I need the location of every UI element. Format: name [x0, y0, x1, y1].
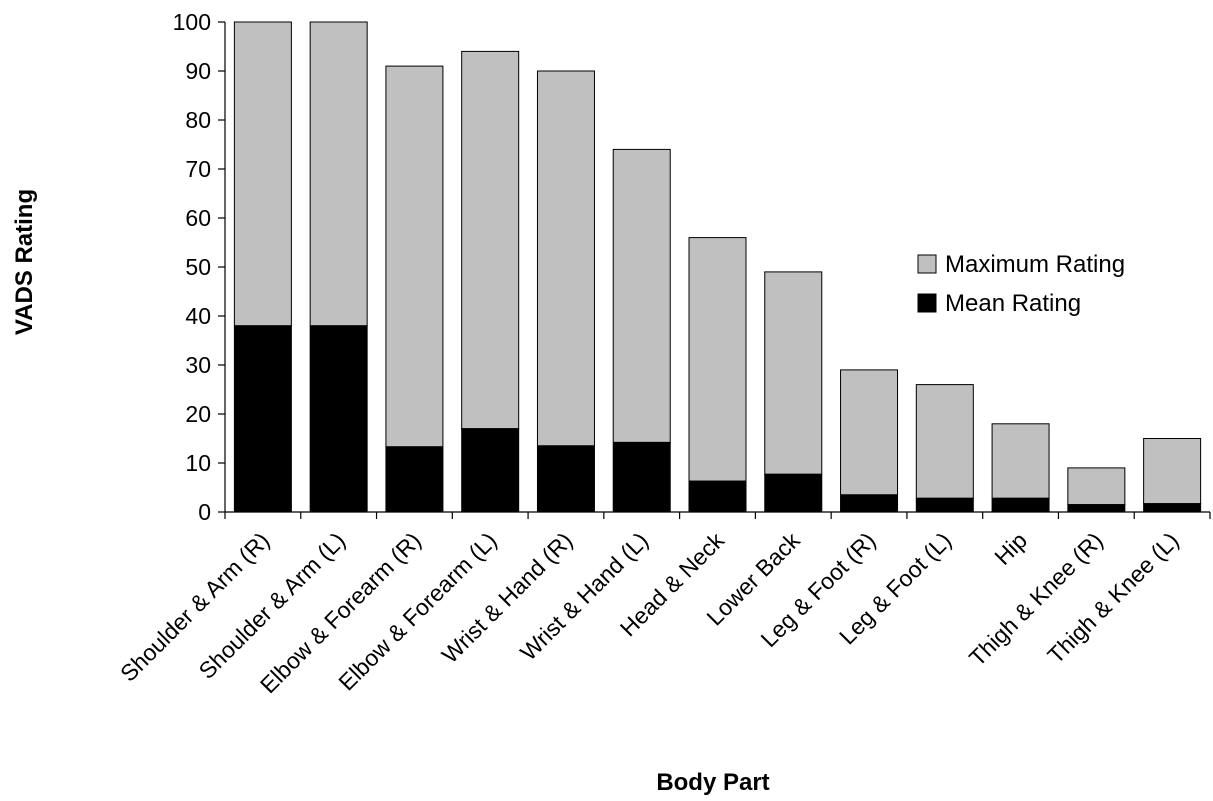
bar-mean-wrist-and-hand-r: [536, 445, 595, 513]
category-label-shoulder-and-arm-r: Shoulder & Arm (R): [115, 527, 274, 686]
legend-swatch-maximum-rating: [917, 254, 937, 274]
bar-mean-lower-back: [764, 473, 823, 513]
y-tick-label: 50: [185, 254, 211, 280]
bar-max-shoulder-and-arm-l: [309, 21, 368, 327]
legend-label-mean-rating: Mean Rating: [945, 290, 1081, 317]
y-tick-label: 0: [198, 499, 211, 525]
bar-mean-hip: [991, 497, 1050, 513]
bar-max-elbow-and-forearm-r: [385, 65, 444, 448]
bar-mean-elbow-and-forearm-l: [461, 428, 520, 513]
bar-max-shoulder-and-arm-r: [233, 21, 292, 327]
bar-max-thigh-and-knee-r: [1067, 467, 1126, 506]
bar-mean-thigh-and-knee-l: [1143, 503, 1202, 513]
bar-mean-leg-and-foot-l: [915, 497, 974, 513]
y-tick-label: 100: [173, 9, 211, 35]
category-label-thigh-and-knee-r: Thigh & Knee (R): [964, 527, 1108, 671]
bar-max-thigh-and-knee-l: [1143, 438, 1202, 505]
bar-max-leg-and-foot-r: [840, 369, 899, 496]
bar-max-hip: [991, 423, 1050, 499]
legend-swatch-mean-rating: [917, 293, 937, 313]
bar-max-wrist-and-hand-l: [612, 148, 671, 443]
y-tick-label: 90: [185, 58, 211, 84]
y-tick-label: 80: [185, 107, 211, 133]
bar-max-head-and-neck: [688, 237, 747, 482]
bar-max-elbow-and-forearm-l: [461, 50, 520, 430]
category-label-thigh-and-knee-l: Thigh & Knee (L): [1042, 527, 1183, 668]
bar-max-leg-and-foot-l: [915, 384, 974, 499]
bar-max-wrist-and-hand-r: [536, 70, 595, 447]
category-label-hip: Hip: [989, 527, 1032, 570]
ticks-layer: 0 10 20 30 40 50 60 70 80 90 100: [173, 9, 1211, 525]
category-label-shoulder-and-arm-l: Shoulder & Arm (L): [193, 527, 350, 684]
bar-mean-head-and-neck: [688, 480, 747, 513]
bar-mean-thigh-and-knee-r: [1067, 504, 1126, 513]
y-tick-label: 10: [185, 450, 211, 476]
legend-label-maximum-rating: Maximum Rating: [945, 251, 1125, 278]
legend: Maximum Rating Mean Rating: [917, 251, 1125, 317]
bar-mean-shoulder-and-arm-r: [233, 325, 292, 513]
x-axis-title: Body Part: [656, 769, 769, 796]
category-label-wrist-and-hand-r: Wrist & Hand (R): [437, 527, 578, 668]
y-tick-label: 70: [185, 156, 211, 182]
category-labels: Shoulder & Arm (R)Shoulder & Arm (L)Elbo…: [115, 527, 1184, 698]
y-tick-label: 60: [185, 205, 211, 231]
bar-max-lower-back: [764, 271, 823, 475]
y-tick-label: 20: [185, 401, 211, 427]
category-label-wrist-and-hand-l: Wrist & Hand (L): [515, 527, 653, 665]
bars-layer: [233, 21, 1202, 513]
y-tick-label: 40: [185, 303, 211, 329]
bar-mean-wrist-and-hand-l: [612, 441, 671, 513]
bar-mean-leg-and-foot-r: [840, 494, 899, 513]
bar-mean-shoulder-and-arm-l: [309, 325, 368, 513]
y-axis-title: VADS Rating: [11, 189, 38, 335]
bar-mean-elbow-and-forearm-r: [385, 446, 444, 513]
y-tick-label: 30: [185, 352, 211, 378]
